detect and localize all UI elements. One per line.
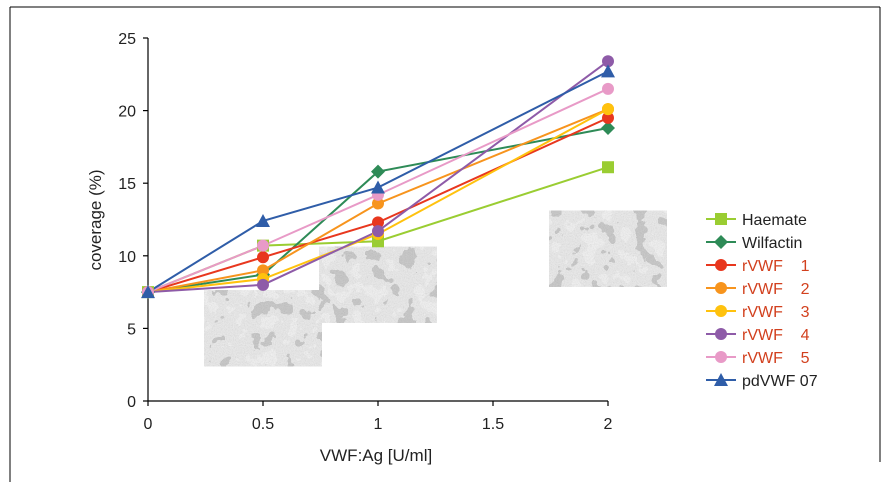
data-point (372, 197, 384, 210)
data-point (602, 55, 614, 68)
legend-label: rVWF 3 (742, 304, 810, 321)
y-tick-label: 20 (118, 104, 136, 121)
data-point (601, 64, 615, 78)
series-line-5 (147, 108, 609, 294)
legend-item-5: rVWF 3 (706, 304, 810, 321)
x-tick-label: 1 (374, 416, 383, 433)
legend-item-2: Wilfactin (706, 235, 802, 252)
legend-item-4: rVWF 2 (706, 281, 810, 298)
legend-item-6: rVWF 4 (706, 327, 810, 344)
legend-item-8: pdVWF 07 (706, 373, 818, 390)
series-line-3 (147, 116, 609, 294)
legend-label: Haemate (742, 212, 807, 229)
micrograph-inset-3 (549, 210, 667, 287)
data-point (602, 82, 614, 95)
micrograph-inset-2 (319, 246, 437, 323)
legend-label: rVWF 4 (742, 327, 810, 344)
data-point (371, 180, 385, 194)
series-markers (141, 55, 615, 300)
legend-item-3: rVWF 1 (706, 258, 810, 275)
series-lines (147, 60, 609, 294)
micrograph-insets (204, 210, 667, 367)
data-point (256, 213, 270, 227)
x-tick-label: 1.5 (482, 416, 504, 433)
data-point (602, 111, 614, 124)
chart-axes: 0 5 10 15 20 25 0 0.5 1 1.5 2 (118, 31, 612, 433)
y-tick-label: 5 (127, 321, 136, 338)
x-axis-label: VWF:Ag [U/ml] (320, 446, 432, 465)
legend-marker (715, 213, 727, 225)
data-point (602, 103, 614, 116)
legend-label: rVWF 1 (742, 258, 810, 275)
micrograph-grain (319, 246, 437, 323)
legend-label: rVWF 2 (742, 281, 810, 298)
data-point (257, 251, 269, 264)
x-tick-label: 2 (604, 416, 613, 433)
series-line-4 (147, 108, 609, 294)
y-tick-label: 0 (127, 394, 136, 411)
series-line-2 (147, 127, 609, 294)
data-point (372, 216, 384, 229)
x-tick-label: 0.5 (252, 416, 274, 433)
legend-item-7: rVWF 5 (706, 350, 810, 367)
chart-legend: Haemate Wilfactin rVWF 1 rVWF 2 rVWF 3 rVWF 4… (706, 212, 818, 390)
y-tick-label: 15 (118, 176, 136, 193)
y-axis-label: coverage (%) (86, 169, 105, 270)
series-line-7 (147, 87, 609, 294)
legend-label: Wilfactin (742, 235, 802, 252)
micrograph-grain (549, 210, 667, 287)
micrograph-inset-1 (204, 290, 322, 367)
legend-marker (715, 328, 727, 340)
data-point (602, 161, 614, 174)
data-point (371, 164, 385, 179)
legend-marker (714, 235, 728, 249)
data-point (141, 285, 155, 299)
y-tick-label: 10 (118, 249, 136, 266)
series-line-8 (147, 70, 609, 293)
data-point (257, 239, 269, 252)
data-point (372, 225, 384, 238)
y-tick-label: 25 (118, 31, 136, 48)
legend-marker (715, 259, 727, 271)
legend-marker (715, 305, 727, 317)
data-point (601, 121, 615, 136)
legend-label: pdVWF 07 (742, 373, 818, 390)
legend-marker (715, 282, 727, 294)
legend-marker (714, 373, 728, 386)
legend-label: rVWF 5 (742, 350, 810, 367)
series-line-6 (147, 60, 609, 294)
legend-marker (715, 351, 727, 363)
micrograph-grain (204, 290, 322, 367)
data-point (257, 278, 269, 291)
data-point (257, 264, 269, 277)
legend-item-1: Haemate (706, 212, 807, 229)
x-tick-label: 0 (144, 416, 153, 433)
